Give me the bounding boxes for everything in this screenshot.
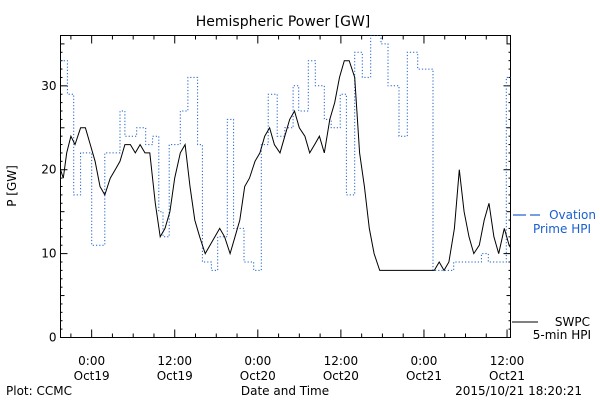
y-axis-label: P [GW] — [5, 165, 19, 207]
y-tick-label: 0 — [49, 331, 57, 345]
y-tick-label: 30 — [41, 79, 56, 93]
x-tick-date-label: Oct19 — [157, 369, 193, 383]
series-layer — [60, 35, 511, 272]
y-tick-labels: 0 10 20 30 — [41, 79, 56, 345]
x-tick-date-label: Oct21 — [406, 369, 442, 383]
plot-credit: Plot: CCMC — [6, 384, 72, 398]
y-tick-label: 10 — [41, 247, 56, 261]
x-tick-time-label: 0:00 — [78, 354, 105, 368]
axis-ticks — [60, 35, 511, 338]
x-tick-time-label: 12:00 — [490, 354, 525, 368]
x-tick-time-label: 0:00 — [410, 354, 437, 368]
legend-swpc-label-1: SWPC — [555, 315, 590, 329]
x-tick-time-label: 12:00 — [324, 354, 359, 368]
series-line-swpc — [60, 60, 511, 272]
legend-ovation-label-1: Ovation — [549, 208, 596, 222]
legend-swpc-label-2: 5-min HPI — [533, 328, 591, 342]
x-tick-labels: 0:00Oct1912:00Oct190:00Oct2012:00Oct200:… — [74, 354, 525, 383]
legend-ovation-label-2: Prime HPI — [533, 222, 591, 236]
x-axis-label: Date and Time — [241, 384, 329, 398]
plot-frame — [60, 35, 511, 338]
x-tick-date-label: Oct21 — [489, 369, 525, 383]
series-line-ovation-prime — [60, 35, 511, 271]
x-tick-time-label: 12:00 — [157, 354, 192, 368]
plot-timestamp: 2015/10/21 18:20:21 — [455, 384, 582, 398]
x-tick-date-label: Oct20 — [323, 369, 359, 383]
chart-title: Hemispheric Power [GW] — [196, 14, 371, 30]
y-tick-label: 20 — [41, 163, 56, 177]
x-tick-date-label: Oct19 — [74, 369, 110, 383]
x-tick-date-label: Oct20 — [240, 369, 276, 383]
x-tick-time-label: 0:00 — [244, 354, 271, 368]
